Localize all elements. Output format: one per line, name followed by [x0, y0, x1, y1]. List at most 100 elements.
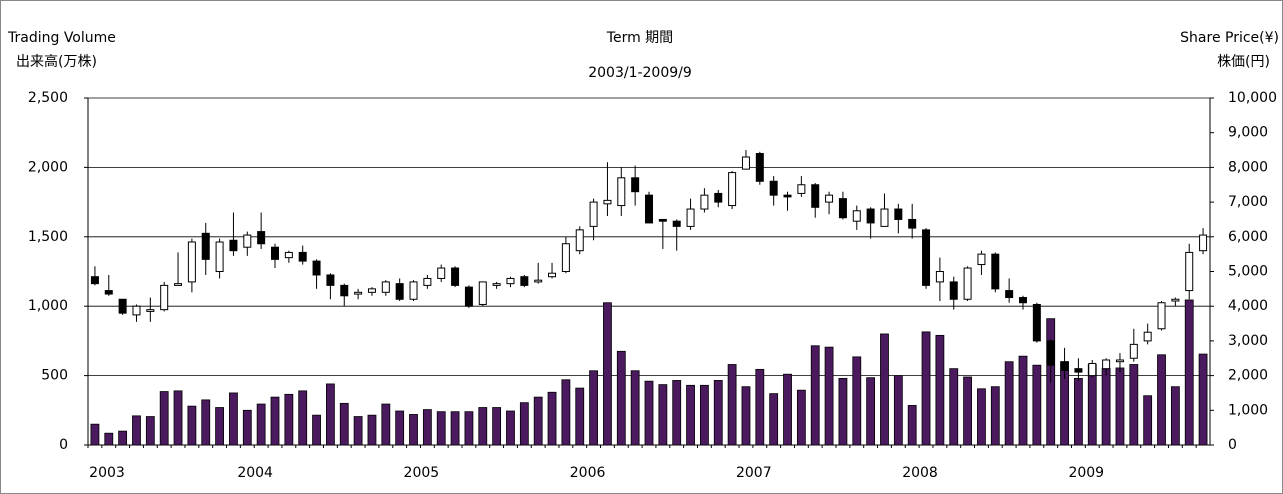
- y2-tick-label: 7,000: [1228, 194, 1268, 210]
- volume-bar: [1157, 354, 1166, 446]
- candle-body: [520, 276, 529, 286]
- candle-body: [561, 243, 570, 273]
- x-tick-label: 2009: [1068, 465, 1104, 481]
- chart-subtitle: 2003/1-2009/9: [588, 65, 692, 81]
- volume-bar: [422, 409, 432, 446]
- candle-body: [755, 153, 764, 182]
- candle-body: [631, 177, 640, 193]
- candle-body: [423, 277, 432, 286]
- candle-body: [672, 220, 681, 227]
- volume-bar: [713, 380, 723, 446]
- candle-body: [1129, 343, 1138, 359]
- candle-body: [1074, 368, 1083, 373]
- candle-body: [506, 277, 515, 285]
- candle-body: [1060, 361, 1069, 371]
- candle-body: [894, 208, 903, 220]
- x-tick-label: 2006: [570, 465, 606, 481]
- candle-body: [160, 284, 169, 311]
- volume-bar: [519, 402, 529, 446]
- volume-bar: [810, 345, 820, 446]
- y2-tick-label: 6,000: [1228, 229, 1268, 245]
- volume-bar: [312, 414, 321, 446]
- volume-bar: [104, 432, 114, 446]
- candle-body: [1143, 331, 1152, 342]
- volume-bar: [921, 331, 931, 446]
- volume-bar: [824, 346, 834, 446]
- y-tick-label: 500: [41, 368, 68, 384]
- candle-body: [132, 305, 141, 316]
- volume-bar: [436, 411, 446, 446]
- volume-bar: [603, 302, 612, 446]
- candle-body: [728, 172, 737, 207]
- y-tick-label: 1,500: [28, 229, 68, 245]
- candle-body: [409, 281, 418, 300]
- volume-bar: [672, 380, 682, 446]
- y-tick-label: 2,000: [28, 159, 68, 175]
- candle-body: [90, 276, 99, 285]
- volume-bar: [1101, 368, 1111, 446]
- candle-body: [257, 231, 266, 245]
- candle-body: [1185, 251, 1194, 292]
- volume-bar: [1143, 395, 1153, 446]
- volume-bar: [506, 410, 515, 446]
- candle-body: [908, 218, 917, 229]
- volume-bar: [935, 334, 945, 446]
- volume-bar: [118, 430, 128, 446]
- candle-body: [174, 283, 183, 286]
- candle-body: [589, 201, 598, 227]
- candle-body: [935, 271, 944, 283]
- volume-bar: [963, 376, 972, 446]
- y-tick-label: 1,000: [28, 298, 68, 314]
- y2-axis-label: 株価(円): [1217, 54, 1270, 70]
- y2-tick-label: 1,000: [1228, 402, 1268, 418]
- candle-body: [700, 194, 709, 210]
- candle-body: [575, 229, 584, 252]
- candle-body: [104, 290, 113, 295]
- chart-title: Term 期間: [606, 30, 673, 46]
- volume-bar: [561, 379, 571, 446]
- volume-bar: [409, 414, 418, 446]
- volume-bar: [547, 391, 557, 446]
- candle-body: [1115, 359, 1124, 363]
- candle-body: [797, 184, 806, 194]
- candle-body: [741, 156, 750, 170]
- candle-body: [395, 283, 404, 300]
- candle-body: [201, 232, 210, 260]
- x-tick-label: 2008: [902, 465, 938, 481]
- candle-body: [866, 208, 875, 224]
- candle-body: [215, 241, 224, 273]
- y2-tick-label: 10,000: [1228, 90, 1277, 106]
- volume-bar: [201, 399, 211, 446]
- volume-bar: [159, 391, 169, 446]
- volume-bar: [450, 411, 460, 446]
- volume-bar: [644, 380, 654, 446]
- y2-tick-label: 9,000: [1228, 125, 1268, 141]
- volume-bar: [229, 392, 238, 446]
- volume-bar: [1184, 299, 1194, 446]
- volume-bar: [339, 402, 349, 446]
- volume-bar: [533, 396, 543, 446]
- candle-body: [949, 281, 958, 300]
- volume-bar: [741, 386, 751, 446]
- candle-body: [478, 281, 487, 305]
- candle-body: [603, 199, 612, 205]
- candle-body: [340, 284, 349, 297]
- volume-bar: [326, 383, 335, 446]
- volume-bar: [270, 396, 280, 446]
- candle-body: [548, 272, 557, 278]
- candle-body: [1019, 297, 1027, 304]
- volume-bar: [1074, 377, 1083, 446]
- volume-bar: [381, 403, 391, 446]
- volume-bar: [1115, 367, 1125, 446]
- volume-bar: [464, 411, 474, 446]
- volume-bar: [990, 386, 1000, 446]
- volume-bar: [492, 407, 502, 446]
- candle-body: [1088, 362, 1097, 377]
- y2-axis-label: Share Price(¥): [1180, 30, 1279, 46]
- volume-bar: [1198, 353, 1208, 446]
- volume-bar: [1004, 361, 1014, 446]
- volume-bar: [769, 393, 779, 446]
- candle-body: [298, 251, 307, 262]
- candle-body: [243, 234, 252, 248]
